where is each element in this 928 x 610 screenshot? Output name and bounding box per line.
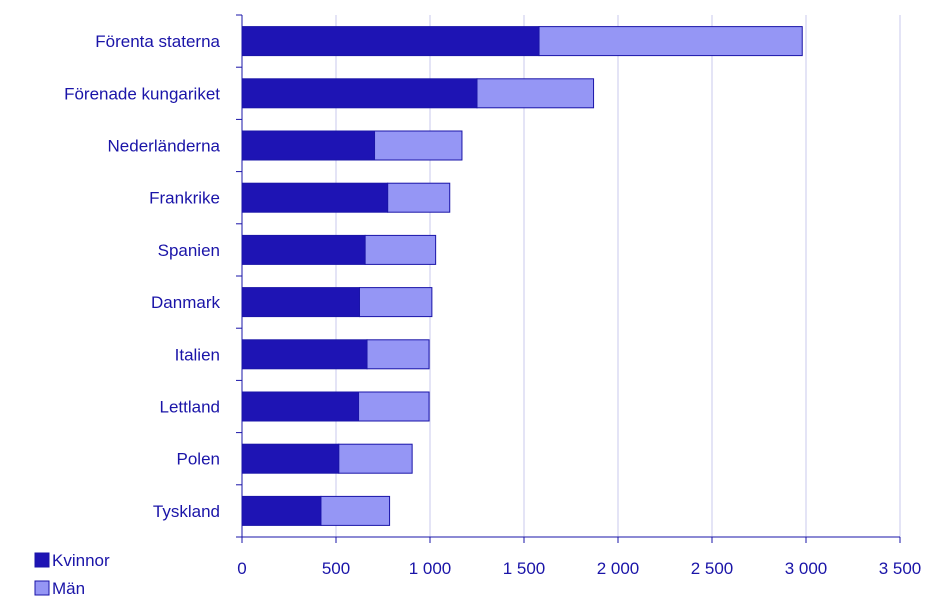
x-tick-label: 2 000 xyxy=(597,559,640,578)
legend-swatch xyxy=(34,580,50,596)
category-label: Frankrike xyxy=(149,189,220,208)
category-labels: Förenta staterna Förenade kungariket Neder… xyxy=(64,32,220,521)
bar-kvinnor xyxy=(241,339,368,370)
category-label: Polen xyxy=(177,450,220,469)
bar-man xyxy=(358,391,430,422)
x-tick-label: 2 500 xyxy=(691,559,734,578)
legend-label: Män xyxy=(52,579,85,598)
x-tick-label: 500 xyxy=(322,559,350,578)
category-label: Förenade kungariket xyxy=(64,84,220,103)
x-tick-label: 3 000 xyxy=(785,559,828,578)
legend-swatch xyxy=(34,552,50,568)
legend: Kvinnor Män xyxy=(34,551,110,598)
x-tick-label: 3 500 xyxy=(879,559,922,578)
bars xyxy=(241,26,803,526)
category-label: Lettland xyxy=(160,398,221,417)
bar-man xyxy=(374,130,463,161)
bar-kvinnor xyxy=(241,26,540,57)
bar-man xyxy=(320,495,391,526)
bar-man xyxy=(387,182,451,213)
category-label: Spanien xyxy=(158,241,220,260)
bar-kvinnor xyxy=(241,130,376,161)
bar-kvinnor xyxy=(241,391,360,422)
tick-labels: 0 500 1 000 1 500 2 000 2 500 3 000 3 500 xyxy=(237,559,921,578)
bar-man xyxy=(366,339,430,370)
bar-kvinnor xyxy=(241,287,360,318)
bar-kvinnor xyxy=(241,443,340,474)
x-tick-label: 1 500 xyxy=(503,559,546,578)
bar-man xyxy=(359,287,433,318)
bar-kvinnor xyxy=(241,78,478,109)
bar-man xyxy=(338,443,413,474)
bar-man xyxy=(538,26,803,57)
legend-label: Kvinnor xyxy=(52,551,110,570)
bar-man xyxy=(476,78,595,109)
category-label: Italien xyxy=(175,345,220,364)
category-label: Nederländerna xyxy=(108,137,221,156)
category-label: Tyskland xyxy=(153,502,220,521)
bar-man xyxy=(364,234,437,265)
bar-kvinnor xyxy=(241,495,322,526)
axes xyxy=(236,14,901,543)
category-label: Danmark xyxy=(151,293,220,312)
x-tick-label: 0 xyxy=(237,559,246,578)
bar-kvinnor xyxy=(241,182,389,213)
x-tick-label: 1 000 xyxy=(409,559,452,578)
category-label: Förenta staterna xyxy=(95,32,220,51)
bar-kvinnor xyxy=(241,234,366,265)
